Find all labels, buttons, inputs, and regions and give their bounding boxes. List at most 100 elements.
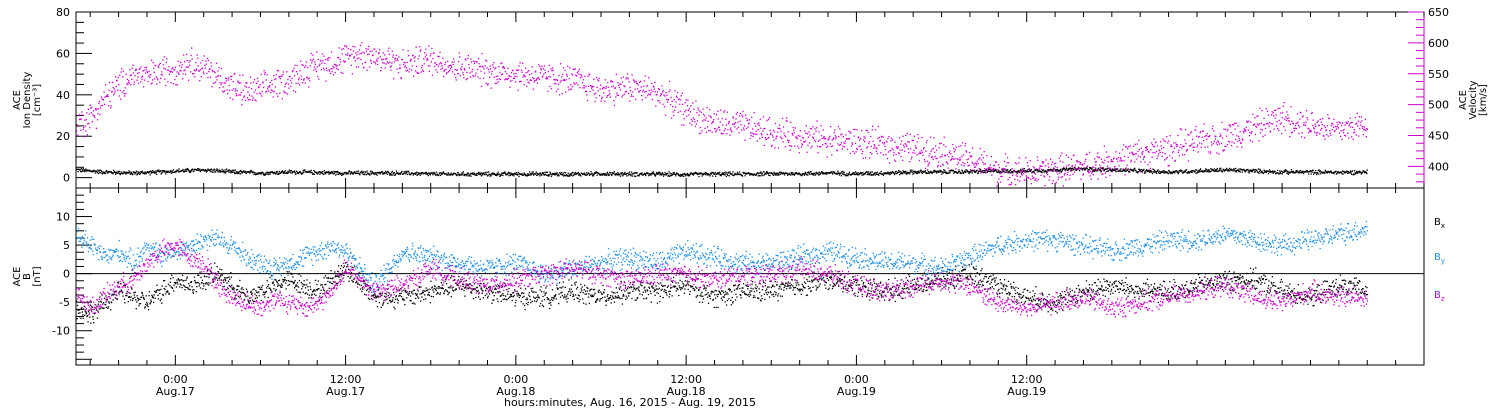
velocity-series-point	[695, 100, 697, 102]
density-series-point	[903, 172, 905, 174]
velocity-series-point	[1027, 165, 1029, 167]
density-series-point	[498, 173, 500, 175]
density-series-point	[1302, 172, 1305, 175]
velocity-series-point	[442, 75, 445, 78]
velocity-series-point	[491, 73, 493, 75]
density-series-point	[1294, 172, 1297, 174]
velocity-series-point	[929, 136, 932, 138]
density-series-point	[426, 173, 428, 176]
density-series-point	[874, 172, 876, 174]
density-series-point	[1218, 168, 1221, 170]
density-series-point	[822, 172, 824, 174]
velocity-series-point	[1223, 149, 1226, 151]
density-series-point	[618, 174, 620, 176]
velocity-series-point	[205, 63, 207, 65]
velocity-series-point	[145, 66, 148, 68]
velocity-series-point	[463, 68, 465, 70]
density-series-point	[768, 172, 771, 174]
density-series-point	[665, 174, 668, 176]
velocity-series-point	[225, 80, 227, 82]
velocity-series-point	[873, 144, 875, 146]
density-series-point	[786, 172, 788, 175]
density-series-point	[914, 171, 916, 173]
density-series-point	[353, 172, 355, 174]
density-series-point	[855, 172, 858, 174]
density-series-point	[127, 172, 129, 174]
velocity-series-point	[917, 137, 919, 139]
velocity-series-point	[125, 73, 127, 75]
density-series-point	[535, 171, 537, 173]
velocity-series-point	[1040, 174, 1042, 176]
density-series-point	[924, 171, 926, 173]
density-series-point	[102, 172, 104, 174]
velocity-series-point	[739, 112, 742, 115]
velocity-series-point	[648, 77, 650, 79]
density-series-point	[290, 170, 293, 172]
velocity-series-point	[658, 89, 661, 91]
density-series-point	[198, 169, 200, 171]
velocity-series-point	[558, 94, 561, 96]
velocity-series-point	[1105, 151, 1108, 153]
velocity-series-point	[377, 57, 379, 59]
velocity-series-point	[857, 136, 860, 138]
density-series-point	[987, 170, 989, 172]
velocity-series-point	[339, 64, 341, 66]
velocity-series-point	[1063, 174, 1065, 176]
velocity-series-point	[213, 71, 216, 73]
density-series-point	[541, 172, 543, 174]
velocity-series-point	[932, 147, 935, 150]
velocity-series-point	[944, 155, 946, 157]
velocity-series-point	[883, 143, 885, 145]
density-series-point	[385, 170, 387, 172]
velocity-series-point	[573, 68, 575, 70]
density-series-point	[514, 172, 516, 174]
density-series-point	[742, 172, 745, 174]
velocity-series-point	[1272, 123, 1274, 125]
velocity-series-point	[236, 90, 238, 92]
density-series-point	[778, 174, 780, 176]
density-series-point	[513, 175, 515, 177]
density-series-point	[1022, 168, 1024, 170]
velocity-series-point	[193, 69, 195, 71]
velocity-series-point	[1214, 135, 1216, 137]
density-series-point	[1213, 168, 1215, 170]
velocity-series-point	[1079, 162, 1082, 164]
velocity-series-point	[104, 84, 107, 86]
density-series-point	[909, 173, 911, 175]
density-series-point	[935, 171, 937, 173]
density-series-point	[147, 171, 149, 173]
velocity-series-point	[980, 159, 982, 161]
density-series-point	[681, 174, 683, 177]
velocity-series-point	[554, 79, 557, 81]
density-series-point	[302, 172, 304, 174]
velocity-series-point	[1089, 175, 1091, 177]
velocity-series-point	[390, 69, 392, 71]
velocity-series-point	[190, 54, 192, 57]
density-series-point	[523, 172, 525, 174]
velocity-series-point	[1250, 121, 1252, 123]
velocity-series-point	[517, 69, 520, 71]
density-series-point	[219, 171, 221, 173]
velocity-series-point	[857, 137, 859, 139]
density-series-point	[627, 172, 629, 174]
density-series-point	[622, 175, 624, 177]
density-series-point	[867, 171, 869, 173]
velocity-series-point	[1105, 176, 1107, 178]
density-series-point	[483, 174, 486, 176]
velocity-series-point	[844, 142, 846, 145]
velocity-series-point	[500, 62, 502, 65]
density-series-point	[1089, 168, 1091, 170]
velocity-series-point	[1063, 166, 1065, 168]
velocity-series-point	[692, 102, 694, 104]
density-series-point	[77, 171, 79, 173]
velocity-series-point	[619, 89, 622, 91]
velocity-series-point	[470, 58, 472, 60]
velocity-series-point	[847, 138, 850, 140]
density-series-point	[974, 171, 976, 173]
velocity-series-point	[734, 126, 736, 128]
velocity-series-point	[710, 117, 712, 119]
velocity-series-point	[815, 130, 817, 132]
density-series-point	[617, 173, 619, 175]
velocity-series-point	[1281, 117, 1283, 119]
velocity-series-point	[485, 82, 487, 84]
